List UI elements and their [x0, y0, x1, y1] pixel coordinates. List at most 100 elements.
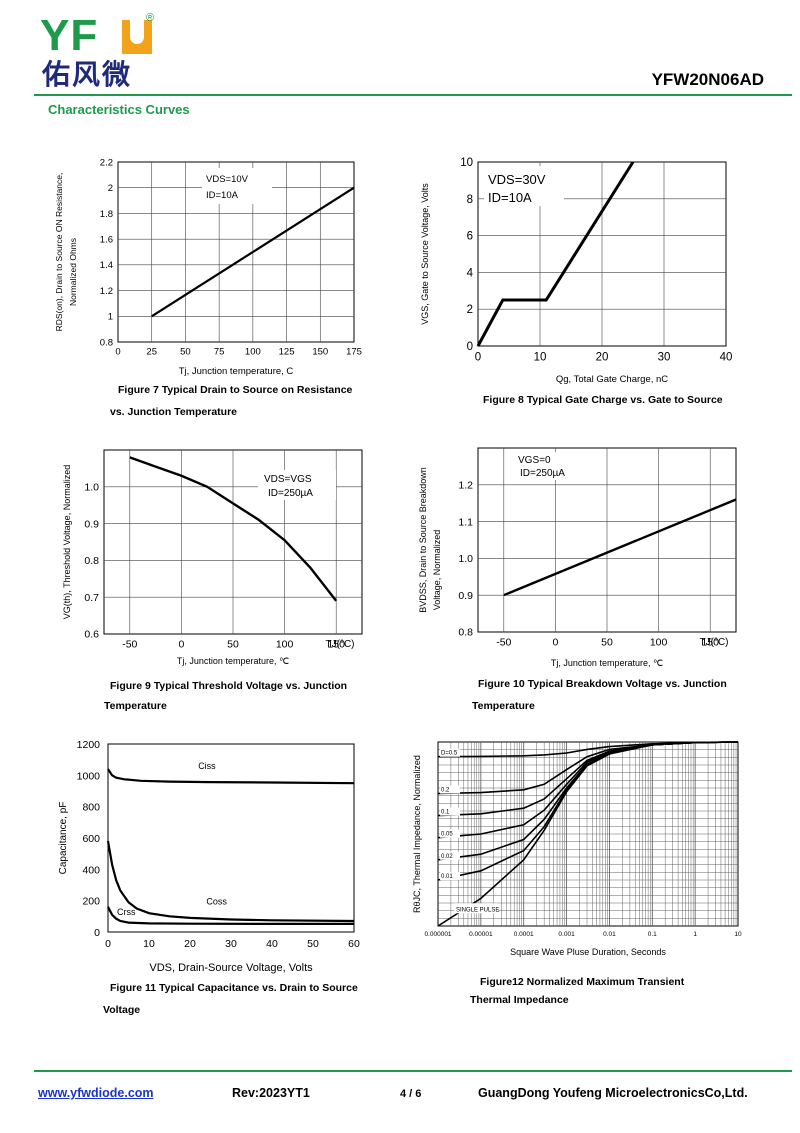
fig7-ytick-label: 0.8 [100, 337, 113, 348]
fig12-series-label-5: 0.01 [441, 874, 453, 880]
fig9-ytick-label: 0.8 [84, 555, 99, 567]
revision-label: Rev:2023YT1 [232, 1086, 310, 1100]
website-link[interactable]: www.yfwdiode.com [38, 1086, 154, 1100]
fig11-xtick-label: 0 [105, 938, 111, 950]
fig7-ytick-label: 2 [108, 183, 113, 194]
fig7-xtick-label: 125 [279, 347, 295, 358]
fig12-y-axis-label: RθJC, Thermal Impedance, Normalized [412, 755, 422, 913]
registered-mark: ® [146, 12, 155, 24]
fig11-series-line-ciss [107, 768, 355, 785]
fig11-series-label-coss: Coss [206, 897, 227, 907]
fig12-series-label-bg-0 [440, 748, 460, 757]
fig12-series-label-bg-3 [440, 829, 460, 838]
fig11-xtick-label: 20 [184, 938, 196, 950]
fig11-series-label-ciss: Ciss [198, 761, 216, 771]
fig9-caption-line2: Temperature [104, 700, 167, 712]
fig12-series-label-0: D=0.5 [441, 751, 458, 757]
fig9-annotation-line2: ID=250µA [268, 488, 313, 499]
logo-chinese-name: 佑风微 [42, 58, 133, 91]
fig8-ytick-label: 10 [460, 157, 473, 169]
logo-u-mark [122, 20, 152, 54]
fig7-caption-line2: vs. Junction Temperature [110, 406, 238, 418]
fig10-ytick-label: 0.9 [458, 590, 473, 602]
fig10-caption-line1: Figure 10 Typical Breakdown Voltage vs. … [478, 678, 727, 690]
fig8-ytick-label: 8 [467, 194, 473, 206]
fig12-series-label-4: 0.02 [441, 854, 453, 860]
fig10-x-axis-label: Tj, Junction temperature, ℃ [551, 658, 663, 668]
fig9-annotation-line1: VDS=VGS [264, 474, 312, 485]
chart-fig9-threshold-voltage: -50 0 50 100 150 0.6 0.7 0.8 0.9 1.0 TJ(°C) Tj, Jun… [62, 449, 363, 666]
fig8-x-axis-label: Qg, Total Gate Charge, nC [556, 374, 668, 385]
part-number: YFW20N06AD [651, 70, 764, 89]
fig7-xtick-label: 175 [346, 347, 362, 358]
fig8-ytick-label: 6 [467, 231, 473, 243]
fig9-ytick-label: 0.7 [84, 592, 99, 604]
fig11-xtick-label: 10 [143, 938, 155, 950]
fig10-series-line-0 [503, 498, 737, 597]
company-name: GuangDong Youfeng MicroelectronicsCo,Ltd… [478, 1086, 748, 1100]
fig11-ytick-label: 0 [94, 927, 100, 939]
fig11-ytick-label: 600 [82, 833, 100, 845]
fig8-annotation-line2: ID=10A [488, 190, 532, 205]
fig11-ytick-label: 200 [82, 896, 100, 908]
fig7-x-axis-label: Tj, Junction temperature, C [179, 366, 294, 377]
fig10-xtick-label: 100 [650, 637, 668, 649]
fig7-xtick-label: 150 [312, 347, 328, 358]
fig11-caption-line2: Voltage [103, 1004, 141, 1016]
fig8-xtick-label: 20 [596, 352, 609, 364]
fig12-series-label-1: 0.2 [441, 788, 450, 794]
fig9-xtick-label: 50 [227, 639, 239, 651]
chart-fig8-gate-charge: 0 10 20 30 40 0 2 4 6 8 10 Qg, Total Gate Charge, n… [420, 157, 732, 385]
fig9-ytick-label: 0.9 [84, 518, 99, 530]
logo-letters: YF [40, 11, 99, 60]
fig11-ytick-label: 1200 [77, 739, 101, 751]
fig10-xtick-label: -50 [496, 637, 511, 649]
fig8-y-axis-label: VGS, Gate to Source Voltage, Volts [420, 183, 430, 325]
fig12-series-label-bg-4 [440, 851, 460, 860]
fig7-plot-frame [117, 161, 355, 343]
fig7-xtick-label: 75 [214, 347, 225, 358]
chart-fig7-rds-on-vs-temp: 0 25 50 75 100 125 150 175 0.8 1 1.2 1.4 1.6 1.8 2 2.2 T… [54, 157, 362, 377]
fig12-x-axis-label: Square Wave Pluse Duration, Seconds [510, 947, 666, 957]
fig7-annotation-line1: VDS=10V [206, 174, 249, 185]
fig8-annotation-bg [484, 166, 564, 206]
fig11-series-line-crss [107, 906, 354, 925]
fig12-series-label-2: 0.1 [441, 810, 450, 816]
fig7-ytick-label: 1 [108, 312, 113, 323]
fig11-y-axis-label: Capacitance, pF [58, 802, 69, 875]
fig11-ytick-label: 800 [82, 802, 100, 814]
fig8-series-line-0 [476, 161, 635, 347]
fig12-single-pulse-bg [454, 903, 498, 914]
fig12-caption-line2: Thermal Impedance [470, 994, 569, 1006]
fig12-series-label-bg-1 [440, 785, 460, 794]
fig10-xtick-label: 0 [552, 637, 558, 649]
fig8-xtick-label: 0 [475, 352, 481, 364]
fig8-ytick-label: 2 [467, 304, 473, 316]
fig10-xtick-label: 50 [601, 637, 613, 649]
fig8-ytick-label: 4 [467, 267, 474, 279]
fig7-y-axis-label-a: RDS(on), Drain to Source ON Resistance, [54, 173, 64, 332]
fig12-caption-line1: Figure12 Normalized Maximum Transient [480, 976, 685, 988]
fig12-series-label-bg-5 [440, 872, 460, 880]
fig12-series-line-6 [437, 741, 739, 927]
fig12-series-label-3: 0.05 [441, 832, 453, 838]
header-divider [34, 94, 792, 96]
chart-fig11-capacitance: 0 10 20 30 40 50 60020040060080010001200CissCo… [58, 739, 360, 974]
fig8-annotation-line1: VDS=30V [488, 172, 546, 187]
fig7-xtick-label: 50 [180, 347, 191, 358]
fig8-xtick-label: 10 [534, 352, 547, 364]
fig7-xtick-label: 100 [245, 347, 261, 358]
fig10-annotation-line2: ID=250µA [520, 468, 565, 479]
fig10-xtick-label: 150 [701, 637, 719, 649]
fig12-series-label-bg-2 [440, 807, 460, 816]
chart-fig12-thermal-impedance: 0.000001 0.00001 0.0001 0.001 0.01 0.1 1 10 D=0.… [412, 741, 742, 957]
fig9-xtick-label: 100 [276, 639, 294, 651]
fig9-xtick-label: 0 [178, 639, 184, 651]
fig7-ytick-label: 1.6 [100, 234, 113, 245]
fig8-ytick-label: 0 [467, 341, 473, 353]
fig12-xtick-label: 0.001 [558, 931, 575, 938]
fig9-xtick-label: 150 [327, 639, 345, 651]
fig7-ytick-label: 1.4 [100, 260, 113, 271]
fig10-annotation-bg [514, 452, 596, 480]
fig7-ytick-label: 1.8 [100, 209, 113, 220]
